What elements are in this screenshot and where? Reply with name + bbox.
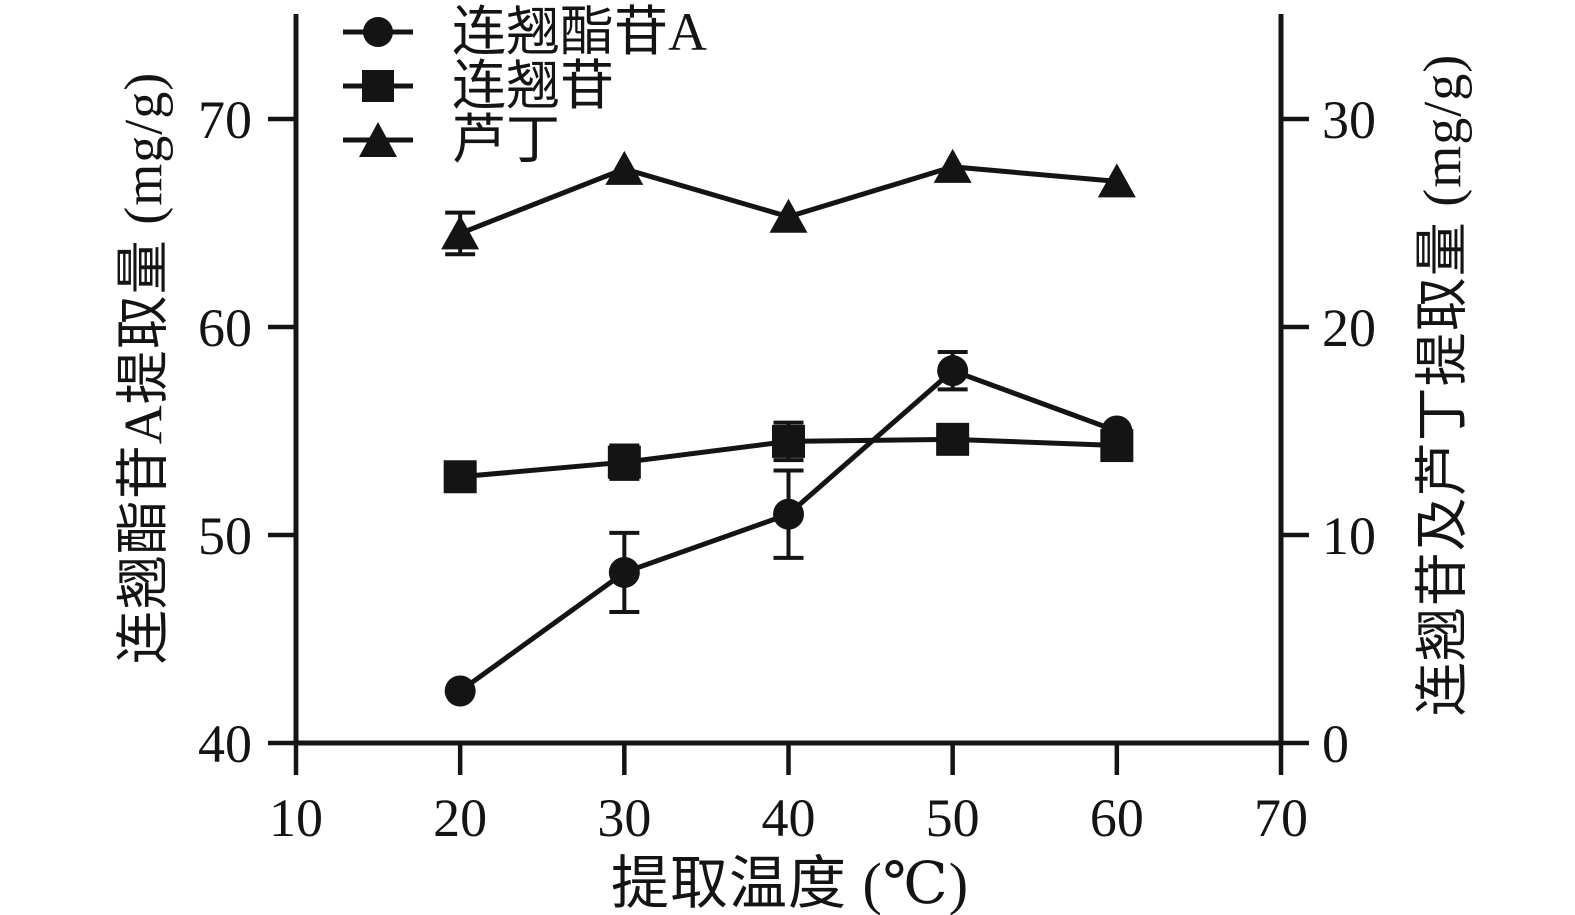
- x-axis-tick-label: 60: [1090, 788, 1144, 848]
- left-axis-tick-label: 40: [198, 714, 252, 774]
- x-axis-tick-label: 40: [762, 788, 816, 848]
- triangle-marker-icon: [343, 122, 413, 157]
- legend-row-luding: 芦丁: [340, 113, 707, 167]
- right-axis-tick-label: 20: [1322, 298, 1376, 358]
- left-axis-tick-label: 50: [198, 506, 252, 566]
- data-point-circle: [773, 498, 804, 530]
- data-point-circle: [937, 355, 969, 387]
- data-point-triangle: [1097, 163, 1136, 198]
- data-point-circle: [444, 675, 476, 707]
- square-marker-icon: [343, 70, 413, 102]
- legend-row-lianqiaozhigan-a: 连翘酯苷A: [340, 5, 707, 59]
- data-point-triangle: [441, 215, 480, 250]
- data-point-square: [936, 422, 970, 456]
- left-axis-tick-label: 70: [198, 90, 252, 150]
- x-axis-tick-label: 50: [926, 788, 980, 848]
- x-axis-tick-label: 30: [597, 788, 651, 848]
- x-axis-tick-label: 20: [433, 788, 487, 848]
- right-axis-tick-label: 30: [1322, 90, 1376, 150]
- data-point-square: [772, 424, 805, 458]
- legend: 连翘酯苷A 连翘苷 芦丁: [340, 5, 707, 167]
- right-axis-tick-label: 0: [1322, 714, 1349, 774]
- left-axis-tick-label: 60: [198, 298, 252, 358]
- data-point-triangle: [605, 150, 644, 185]
- legend-label: 芦丁: [452, 110, 560, 170]
- x-axis-tick-label: 70: [1254, 788, 1308, 848]
- left-axis-title: 连翘酯苷A提取量 (mg/g): [113, 71, 174, 665]
- data-point-triangle: [769, 198, 808, 233]
- data-point-square: [1100, 429, 1134, 463]
- data-point-triangle: [933, 148, 972, 183]
- legend-label: 连翘苷: [452, 56, 614, 116]
- data-point-square: [607, 445, 641, 479]
- x-axis-tick-label: 10: [269, 788, 323, 848]
- legend-row-lianqiaogan: 连翘苷: [340, 59, 707, 113]
- right-axis-title: 连翘苷及芦丁提取量 (mg/g): [1412, 53, 1473, 717]
- right-axis-tick-label: 10: [1322, 506, 1376, 566]
- legend-label: 连翘酯苷A: [452, 2, 707, 62]
- data-point-square: [443, 460, 477, 494]
- circle-marker-icon: [343, 17, 413, 47]
- data-point-circle: [608, 556, 640, 588]
- x-axis-title: 提取温度 (℃): [610, 851, 970, 915]
